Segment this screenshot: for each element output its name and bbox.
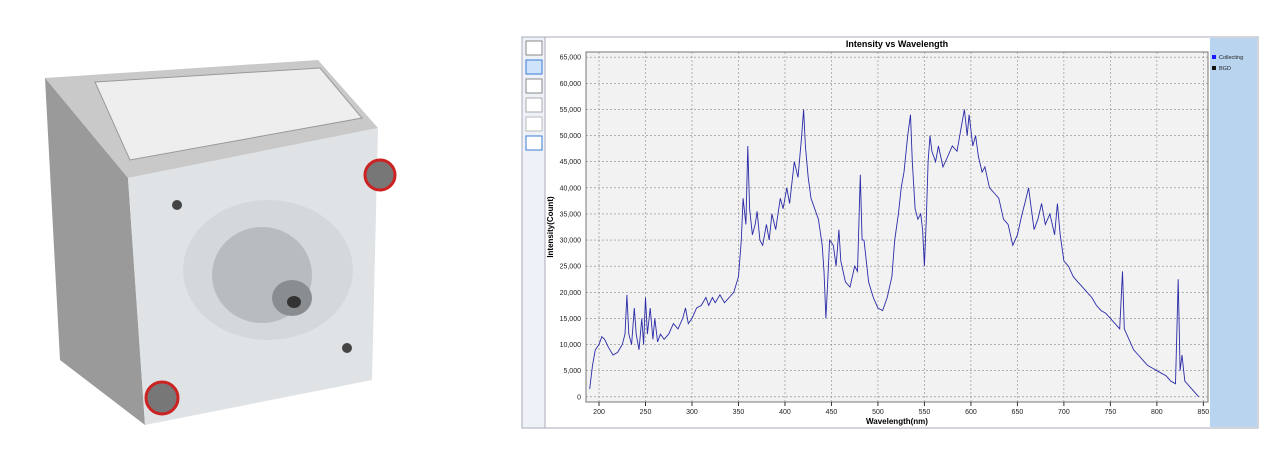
- x-tick-label: 850: [1198, 409, 1210, 416]
- tool-line[interactable]: [525, 116, 543, 132]
- y-tick-label: 20,000: [560, 290, 582, 297]
- legend-label: Collecting: [1219, 55, 1243, 61]
- x-tick-label: 450: [826, 409, 838, 416]
- product-photo: [45, 60, 397, 425]
- y-tick-label: 65,000: [560, 55, 582, 62]
- x-tick-label: 600: [965, 409, 977, 416]
- hole: [342, 343, 352, 353]
- screw: [363, 158, 397, 192]
- y-tick-label: 35,000: [560, 211, 582, 218]
- tool-chart[interactable]: [525, 97, 543, 113]
- y-tick-label: 55,000: [560, 107, 582, 114]
- legend-label: BGD: [1219, 66, 1231, 72]
- y-axis-label: Intensity(Count): [546, 196, 555, 258]
- y-tick-label: 40,000: [560, 185, 582, 192]
- legend-swatch: [1212, 55, 1216, 59]
- tool-table[interactable]: [525, 135, 543, 151]
- x-tick-label: 400: [779, 409, 791, 416]
- toolbar: [521, 36, 546, 429]
- tool-select[interactable]: [525, 59, 543, 75]
- connector-hole: [287, 296, 301, 308]
- spectrum-line: [589, 109, 1200, 398]
- legend-swatch: [1212, 66, 1216, 70]
- y-tick-label: 60,000: [560, 81, 582, 88]
- hole: [172, 200, 182, 210]
- tool-pointer[interactable]: [525, 40, 543, 56]
- x-tick-label: 300: [686, 409, 698, 416]
- toolbar-bg: [521, 36, 546, 429]
- x-tick-label: 650: [1012, 409, 1024, 416]
- x-tick-label: 350: [733, 409, 745, 416]
- y-tick-label: 15,000: [560, 316, 582, 323]
- x-tick-label: 250: [640, 409, 652, 416]
- chart-title: Intensity vs Wavelength: [846, 39, 948, 49]
- y-tick-label: 0: [577, 394, 581, 401]
- y-tick-label: 25,000: [560, 264, 582, 271]
- y-tick-label: 5,000: [563, 368, 581, 375]
- tool-zoom[interactable]: [525, 78, 543, 94]
- x-tick-label: 550: [919, 409, 931, 416]
- x-tick-label: 700: [1058, 409, 1070, 416]
- cube-label: [94, 67, 363, 161]
- y-tick-label: 50,000: [560, 133, 582, 140]
- x-tick-label: 750: [1105, 409, 1117, 416]
- x-axis-label: Wavelength(nm): [866, 417, 928, 426]
- y-tick-label: 10,000: [560, 342, 582, 349]
- screw: [144, 380, 180, 416]
- y-tick-label: 45,000: [560, 159, 582, 166]
- y-tick-label: 30,000: [560, 238, 582, 245]
- cube-side: [45, 78, 145, 425]
- x-tick-label: 200: [593, 409, 605, 416]
- legend-strip: [1210, 38, 1257, 427]
- x-tick-label: 800: [1151, 409, 1163, 416]
- x-tick-label: 500: [872, 409, 884, 416]
